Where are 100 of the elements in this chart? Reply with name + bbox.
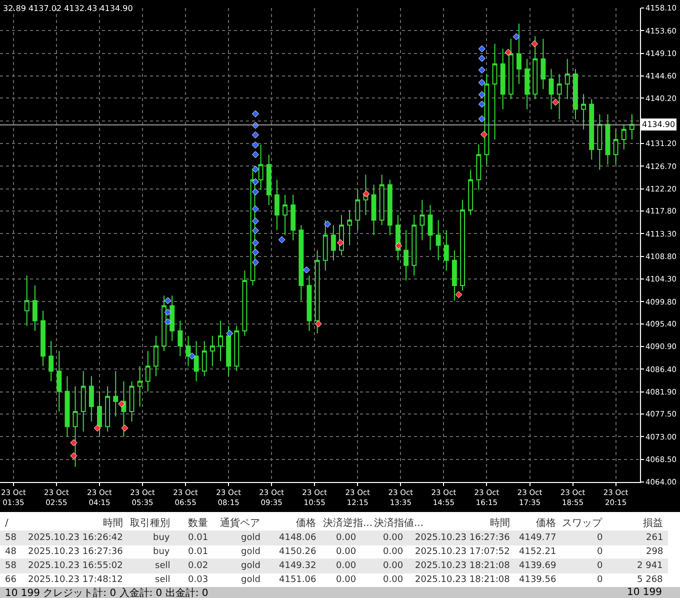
- candlestick: [412, 214, 417, 276]
- candlestick: [589, 98, 594, 160]
- candlestick: [387, 179, 392, 236]
- candlestick: [516, 23, 522, 85]
- text: 0.03: [188, 575, 208, 585]
- text: 0.00: [383, 561, 404, 571]
- text: 0: [597, 533, 603, 543]
- text: gold: [241, 575, 260, 585]
- text: 2025.10.23 16:27:36: [415, 533, 510, 543]
- candlestick: [548, 68, 554, 110]
- candlestick: [97, 390, 102, 438]
- text: 58: [5, 533, 17, 543]
- candlestick: [404, 230, 409, 282]
- text: 0: [597, 547, 603, 557]
- ref-line-label: 4134.90: [642, 120, 676, 129]
- candlestick: [137, 366, 142, 407]
- text: 0.02: [188, 561, 208, 571]
- candlestick: [355, 189, 360, 231]
- candlestick: [556, 73, 562, 120]
- candlestick: [218, 320, 223, 362]
- text: スワップ: [562, 517, 603, 529]
- candlestick: [492, 43, 498, 140]
- text: 0.00: [383, 533, 404, 543]
- candlestick: [24, 274, 30, 326]
- text: 0.00: [336, 547, 356, 557]
- text: gold: [241, 533, 260, 543]
- text: 価格: [296, 517, 316, 529]
- candlestick: [242, 270, 248, 336]
- text: 数量: [188, 518, 208, 529]
- candlestick: [178, 320, 183, 357]
- text: 4149.32: [279, 561, 316, 571]
- candlestick: [581, 94, 586, 130]
- candlestick: [274, 179, 280, 231]
- candlestick: [420, 199, 425, 241]
- candlestick: [500, 48, 506, 110]
- candlestick: [468, 169, 474, 216]
- candlestick: [64, 376, 70, 438]
- candlestick: [88, 376, 94, 422]
- text: 決済逆指...: [323, 517, 373, 529]
- candlestick: [298, 224, 304, 302]
- text: gold: [241, 547, 260, 557]
- text: 2025.10.23 16:27:36: [28, 547, 124, 557]
- chart-title: 32.89 4137.02 4132.43 4134.90: [3, 4, 133, 13]
- candlestick: [48, 340, 54, 382]
- text: 4148.06: [279, 533, 316, 543]
- candlestick: [113, 370, 118, 418]
- candlestick: [80, 370, 86, 432]
- candlestick: [290, 194, 296, 241]
- text: 66: [5, 575, 17, 585]
- text: 0.00: [336, 561, 356, 571]
- candlestick: [597, 114, 602, 170]
- text: 0.00: [336, 575, 356, 585]
- text: 2025.10.23 16:26:42: [28, 533, 123, 543]
- candlestick: [145, 350, 150, 392]
- text: 4139.56: [519, 575, 556, 585]
- text: 48: [5, 547, 17, 557]
- candlestick: [32, 285, 38, 332]
- candlestick: [540, 38, 546, 90]
- text: 0: [597, 575, 603, 585]
- candlestick: [476, 144, 482, 190]
- text: buy: [153, 547, 170, 557]
- text: 価格: [536, 517, 556, 529]
- text: 4139.69: [519, 561, 556, 571]
- text: 0.00: [383, 575, 404, 585]
- candlestick: [282, 194, 288, 236]
- candlestick: [186, 335, 191, 367]
- text: 0.01: [188, 547, 208, 557]
- candlestick: [210, 335, 215, 367]
- candlestick: [129, 380, 134, 422]
- text: 時間: [490, 517, 510, 529]
- text: 2025.10.23 18:21:08: [415, 575, 510, 585]
- candlestick: [572, 68, 578, 120]
- candlestick: [629, 114, 634, 140]
- candlestick: [162, 295, 167, 352]
- candlestick: [452, 250, 457, 302]
- candlestick: [444, 230, 449, 271]
- text: 58: [5, 561, 17, 571]
- candlestick: [564, 58, 570, 100]
- candlestick: [532, 36, 538, 100]
- candlestick: [322, 220, 328, 271]
- candlestick: [379, 174, 384, 226]
- candlestick: [202, 340, 207, 377]
- text: 時間: [103, 517, 123, 529]
- candlestick: [428, 204, 433, 251]
- text: buy: [153, 533, 170, 543]
- text: 261: [646, 533, 664, 543]
- text: 0: [597, 561, 603, 571]
- text: 通貨ペア: [220, 517, 260, 529]
- candlestick: [258, 144, 264, 190]
- text: /: [5, 518, 9, 529]
- text: 0.00: [383, 547, 404, 557]
- text: 4150.26: [279, 547, 316, 557]
- candlestick: [436, 220, 441, 261]
- text: 4149.77: [519, 533, 556, 543]
- text: 5 268: [637, 575, 664, 585]
- text: 0.00: [336, 533, 356, 543]
- candlestick: [460, 199, 465, 292]
- text: 10 199: [627, 587, 662, 598]
- text: 2 941: [637, 561, 663, 571]
- text: 決済指値...: [374, 517, 424, 529]
